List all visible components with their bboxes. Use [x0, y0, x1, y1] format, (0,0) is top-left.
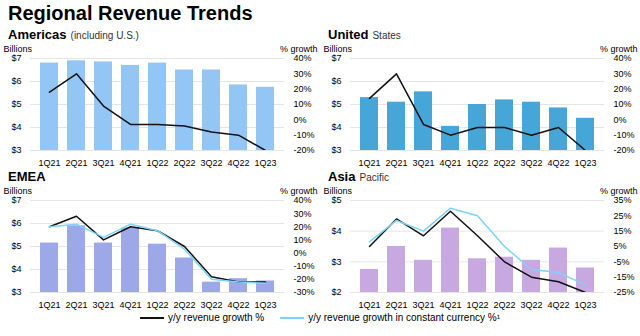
svg-text:$6: $6 — [11, 76, 21, 86]
svg-text:20%: 20% — [294, 84, 312, 94]
svg-text:4Q22: 4Q22 — [547, 158, 569, 168]
svg-text:$3: $3 — [11, 145, 21, 155]
svg-text:-10%: -10% — [294, 261, 315, 271]
svg-text:3Q21: 3Q21 — [412, 158, 434, 168]
svg-text:$5: $5 — [11, 241, 21, 251]
svg-text:-10%: -10% — [614, 130, 635, 140]
svg-text:30%: 30% — [294, 69, 312, 79]
svg-text:2Q21: 2Q21 — [385, 158, 407, 168]
svg-text:1Q23: 1Q23 — [574, 158, 596, 168]
svg-text:0%: 0% — [294, 248, 307, 258]
svg-text:Billions: Billions — [324, 186, 353, 196]
svg-text:4Q22: 4Q22 — [227, 158, 249, 168]
svg-text:$4: $4 — [11, 264, 21, 274]
svg-text:$7: $7 — [331, 53, 341, 63]
html-text:y/y revenue growth %: y/y revenue growth % — [168, 312, 265, 323]
svg-text:4Q21: 4Q21 — [119, 158, 141, 168]
svg-text:% growth: % growth — [280, 186, 318, 196]
svg-text:20%: 20% — [294, 222, 312, 232]
svg-text:$3: $3 — [331, 145, 341, 155]
svg-text:4Q21: 4Q21 — [439, 300, 461, 310]
svg-text:4Q22: 4Q22 — [547, 300, 569, 310]
svg-text:3Q21: 3Q21 — [92, 158, 114, 168]
svg-text:25%: 25% — [614, 211, 632, 221]
html-text:United States: United States — [328, 27, 401, 42]
svg-text:2Q22: 2Q22 — [173, 300, 195, 310]
svg-text:10%: 10% — [614, 99, 632, 109]
svg-text:1Q23: 1Q23 — [574, 300, 596, 310]
svg-text:3Q21: 3Q21 — [92, 300, 114, 310]
svg-text:1Q22: 1Q22 — [146, 300, 168, 310]
html-text:Asia Pacific: Asia Pacific — [328, 169, 389, 184]
svg-text:3Q21: 3Q21 — [412, 300, 434, 310]
svg-text:1Q21: 1Q21 — [358, 300, 380, 310]
svg-text:Billions: Billions — [4, 44, 33, 54]
svg-text:0%: 0% — [614, 115, 627, 125]
svg-text:3Q22: 3Q22 — [520, 158, 542, 168]
svg-text:-5%: -5% — [614, 257, 630, 267]
svg-text:3Q22: 3Q22 — [520, 300, 542, 310]
svg-text:2Q21: 2Q21 — [65, 300, 87, 310]
html-text:y/y revenue growth in constant: y/y revenue growth in constant currency … — [308, 312, 500, 323]
svg-text:% growth: % growth — [600, 44, 638, 54]
svg-text:$3: $3 — [331, 257, 341, 267]
svg-text:10%: 10% — [294, 235, 312, 245]
svg-text:4Q21: 4Q21 — [119, 300, 141, 310]
svg-text:2Q21: 2Q21 — [65, 158, 87, 168]
svg-text:40%: 40% — [294, 195, 312, 205]
svg-text:1Q22: 1Q22 — [466, 158, 488, 168]
svg-text:-10%: -10% — [294, 130, 315, 140]
svg-text:$4: $4 — [331, 226, 341, 236]
svg-text:0%: 0% — [294, 115, 307, 125]
svg-text:-25%: -25% — [614, 287, 635, 297]
svg-text:$5: $5 — [331, 195, 341, 205]
svg-text:2Q22: 2Q22 — [173, 158, 195, 168]
svg-text:4Q21: 4Q21 — [439, 158, 461, 168]
svg-text:30%: 30% — [294, 209, 312, 219]
svg-text:2Q22: 2Q22 — [493, 300, 515, 310]
svg-text:2Q21: 2Q21 — [385, 300, 407, 310]
svg-text:-30%: -30% — [294, 287, 315, 297]
svg-text:Billions: Billions — [4, 186, 33, 196]
svg-text:3Q22: 3Q22 — [200, 300, 222, 310]
svg-text:15%: 15% — [614, 226, 632, 236]
svg-text:30%: 30% — [614, 69, 632, 79]
svg-text:20%: 20% — [614, 84, 632, 94]
svg-text:$7: $7 — [11, 53, 21, 63]
svg-text:1Q21: 1Q21 — [358, 158, 380, 168]
svg-text:5%: 5% — [614, 241, 627, 251]
svg-text:$3: $3 — [11, 287, 21, 297]
svg-text:% growth: % growth — [280, 44, 318, 54]
svg-text:Billions: Billions — [324, 44, 353, 54]
svg-text:$5: $5 — [11, 99, 21, 109]
svg-text:$7: $7 — [11, 195, 21, 205]
svg-text:1Q23: 1Q23 — [254, 158, 276, 168]
svg-text:1Q21: 1Q21 — [38, 158, 60, 168]
svg-text:1Q21: 1Q21 — [38, 300, 60, 310]
svg-text:3Q22: 3Q22 — [200, 158, 222, 168]
svg-text:40%: 40% — [614, 53, 632, 63]
svg-text:1Q22: 1Q22 — [146, 158, 168, 168]
svg-text:4Q22: 4Q22 — [227, 300, 249, 310]
svg-text:$6: $6 — [11, 218, 21, 228]
svg-text:10%: 10% — [294, 99, 312, 109]
svg-text:$6: $6 — [331, 76, 341, 86]
svg-text:1Q23: 1Q23 — [254, 300, 276, 310]
svg-text:$2: $2 — [331, 287, 341, 297]
svg-text:$5: $5 — [331, 99, 341, 109]
svg-text:40%: 40% — [294, 53, 312, 63]
svg-text:-15%: -15% — [614, 272, 635, 282]
svg-text:-20%: -20% — [614, 145, 635, 155]
svg-text:2Q22: 2Q22 — [493, 158, 515, 168]
html-text:EMEA: EMEA — [8, 169, 46, 184]
svg-text:$4: $4 — [331, 122, 341, 132]
html-text:Regional Revenue Trends: Regional Revenue Trends — [8, 2, 253, 24]
svg-text:35%: 35% — [614, 195, 632, 205]
svg-text:-20%: -20% — [294, 274, 315, 284]
svg-text:% growth: % growth — [600, 186, 638, 196]
svg-text:-20%: -20% — [294, 145, 315, 155]
svg-text:$4: $4 — [11, 122, 21, 132]
html-text:Americas (including U.S.): Americas (including U.S.) — [8, 27, 139, 42]
svg-text:1Q22: 1Q22 — [466, 300, 488, 310]
